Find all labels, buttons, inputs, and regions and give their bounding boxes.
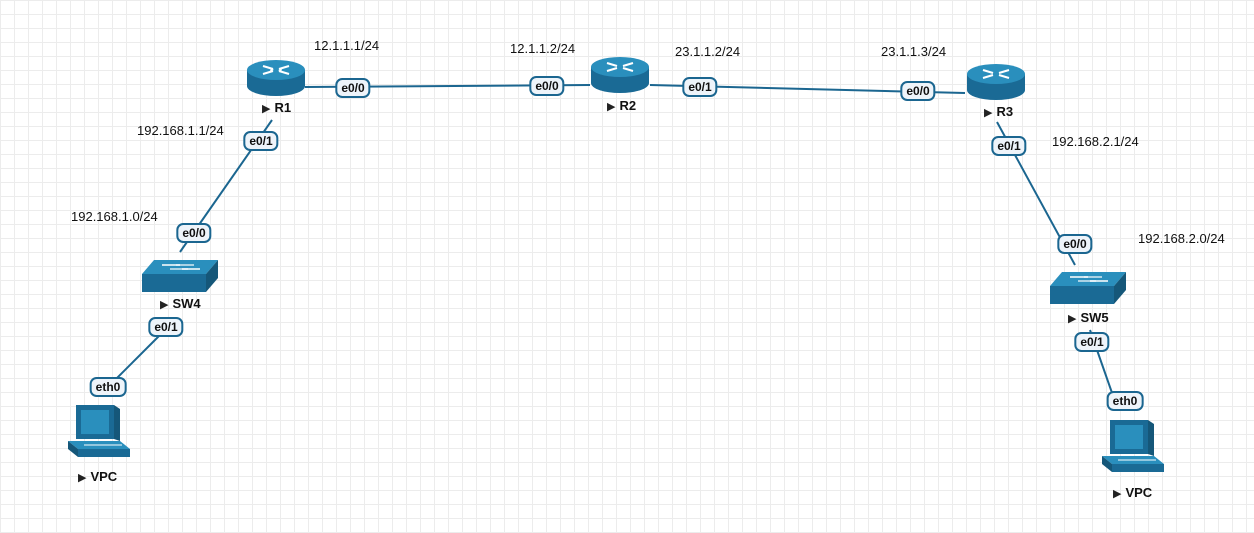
- ip-label-r1-wan: 12.1.1.1/24: [314, 38, 380, 53]
- switch-sw5[interactable]: [1048, 270, 1128, 306]
- port-sw4-e0-1[interactable]: e0/1: [148, 317, 184, 337]
- vpc-right-label[interactable]: ▶ VPC: [1113, 485, 1153, 500]
- port-sw5-e0-0[interactable]: e0/0: [1057, 234, 1093, 254]
- router-r3[interactable]: [965, 62, 1027, 102]
- port-r1-e0-1[interactable]: e0/1: [243, 131, 279, 151]
- port-r2-e0-0[interactable]: e0/0: [529, 76, 565, 96]
- router-icon: [591, 57, 649, 93]
- port-sw4-e0-0[interactable]: e0/0: [176, 223, 212, 243]
- router-r1-name: R1: [274, 100, 292, 115]
- port-vpc-left-eth0[interactable]: eth0: [89, 377, 127, 397]
- ip-label-r2-wan-right: 23.1.1.2/24: [675, 44, 741, 59]
- ip-label-r1-lan: 192.168.1.1/24: [137, 123, 224, 138]
- router-r3-name: R3: [996, 104, 1014, 119]
- ip-label-r3-wan: 23.1.1.3/24: [881, 44, 947, 59]
- switch-icon: [142, 260, 218, 292]
- port-r1-e0-0[interactable]: e0/0: [335, 78, 371, 98]
- vpc-left[interactable]: [64, 403, 134, 461]
- vpc-left-name: VPC: [90, 469, 118, 484]
- router-r2[interactable]: [589, 55, 651, 95]
- vpc-right[interactable]: [1098, 418, 1168, 476]
- pc-icon: [1102, 420, 1164, 472]
- pc-icon: [68, 405, 130, 457]
- switch-sw5-name: SW5: [1080, 310, 1109, 325]
- ip-label-r2-wan-left: 12.1.1.2/24: [510, 41, 576, 56]
- router-icon: [247, 60, 305, 96]
- router-r2-label[interactable]: ▶ R2: [607, 98, 637, 113]
- network-label-left: 192.168.1.0/24: [71, 209, 158, 224]
- port-vpc-right-eth0[interactable]: eth0: [1106, 391, 1144, 411]
- port-r2-e0-1[interactable]: e0/1: [682, 77, 718, 97]
- vpc-right-name: VPC: [1125, 485, 1153, 500]
- port-r3-e0-0[interactable]: e0/0: [900, 81, 936, 101]
- network-label-right: 192.168.2.0/24: [1138, 231, 1225, 246]
- vpc-left-label[interactable]: ▶ VPC: [78, 469, 118, 484]
- switch-sw4-name: SW4: [172, 296, 201, 311]
- router-icon: [967, 64, 1025, 100]
- router-r1[interactable]: [245, 58, 307, 98]
- router-r1-label[interactable]: ▶ R1: [262, 100, 292, 115]
- port-sw5-e0-1[interactable]: e0/1: [1074, 332, 1110, 352]
- switch-icon: [1050, 272, 1126, 304]
- router-r2-name: R2: [619, 98, 637, 113]
- router-r3-label[interactable]: ▶ R3: [984, 104, 1014, 119]
- switch-sw4-label[interactable]: ▶ SW4: [160, 296, 201, 311]
- port-r3-e0-1[interactable]: e0/1: [991, 136, 1027, 156]
- switch-sw4[interactable]: [140, 258, 220, 294]
- switch-sw5-label[interactable]: ▶ SW5: [1068, 310, 1109, 325]
- ip-label-r3-lan: 192.168.2.1/24: [1052, 134, 1139, 149]
